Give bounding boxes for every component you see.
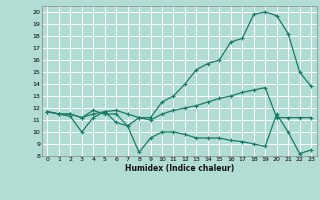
X-axis label: Humidex (Indice chaleur): Humidex (Indice chaleur): [124, 164, 234, 173]
